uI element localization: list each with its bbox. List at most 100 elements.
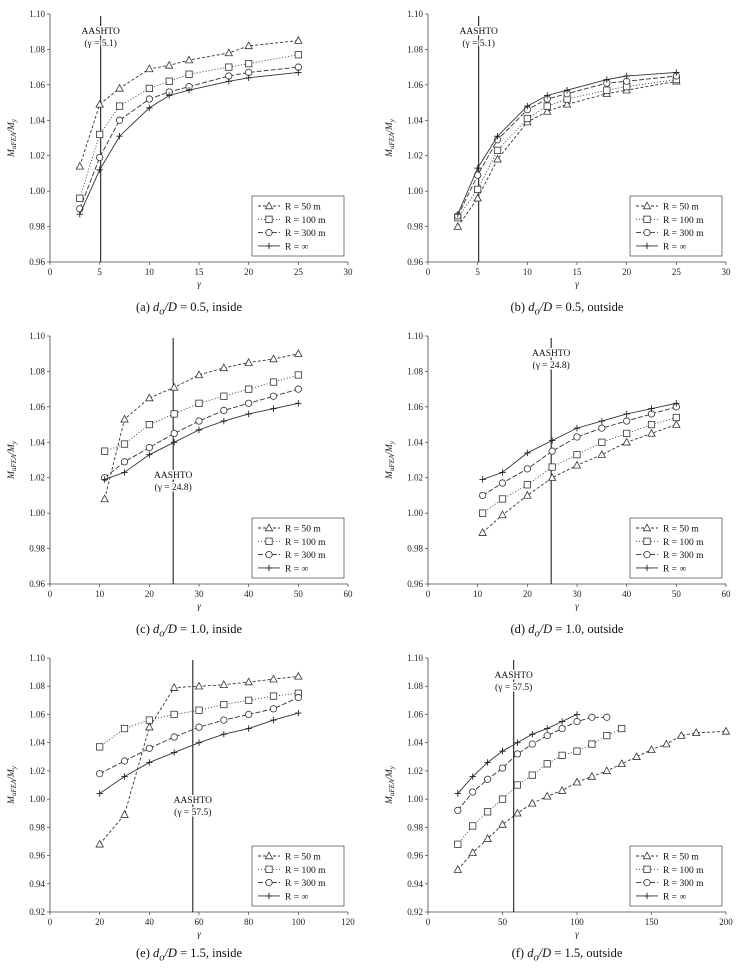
chart-d-point-r100 [672,413,680,422]
chart-e-legend-label-r50: R = 50 m [285,853,321,863]
chart-a-legend: R = 50 m R = 100 m R = 300 m R = ∞ [251,195,345,257]
chart-f-point-r300 [484,775,492,783]
chart-b-xtick-label: 15 [573,267,583,277]
chart-c-svg: 0.96 0.98 1.00 1.02 1.04 1.06 1.08 1.10 0 10 20 30 4… [7,331,353,612]
chart-f-ytick-label: 1.06 [407,709,423,719]
chart-b-ytick-label: 1.02 [407,151,423,161]
chart-b-point-rinf [474,164,481,172]
chart-f-legend-label-r50: R = 50 m [663,853,699,863]
chart-b-legend-marker-r100 [643,215,651,223]
chart-c-point-r50 [120,414,129,423]
chart-c-aashto-value: (γ = 24.8) [155,482,192,493]
chart-f-point-r300 [543,732,551,740]
chart-b-point-rinf [524,102,531,110]
chart-e-point-r100 [120,724,129,733]
chart-a-point-r100 [185,70,193,78]
chart-f-point-rinf [484,759,491,766]
chart-e-plot: 0.92 0.94 0.96 0.98 1.00 1.02 1.04 1.06 1.08 1.10… [7,653,355,940]
chart-d-point-r300 [548,447,556,455]
chart-d-point-r300 [498,479,507,487]
chart-d-xtick-label: 50 [672,589,682,599]
chart-e-xtick-label: 60 [195,917,205,927]
chart-d-ylabel: MuFEA/My [385,440,396,480]
chart-a-ylabel: MuFEA/My [7,118,18,158]
chart-e-legend-label-rinf: R = ∞ [285,892,308,902]
chart-c-xtick-label: 50 [294,589,304,599]
chart-d-point-r50 [672,419,681,428]
chart-d-point-r50 [523,490,532,499]
chart-a-ytick-label: 1.00 [29,186,45,196]
chart-a-svg: 0.96 0.98 1.00 1.02 1.04 1.06 1.08 1.10 0 5 10 15 20… [7,9,353,290]
chart-b-xlabel: γ [575,280,579,290]
chart-f-xtick-label: 0 [426,917,431,927]
chart-panel-d: 0.96 0.98 1.00 1.02 1.04 1.06 1.08 1.10 0 10 20 30 4… [378,322,756,644]
chart-panel-e: 0.92 0.94 0.96 0.98 1.00 1.02 1.04 1.06 1.08 1.10… [0,644,378,970]
chart-a-xtick-label: 0 [48,267,53,277]
chart-f-svg: 0.92 0.94 0.96 0.98 1.00 1.02 1.04 1.06 1.08 1.10… [385,653,733,940]
chart-e-series-r100 [96,689,302,751]
chart-a-point-r100 [76,194,84,202]
chart-a-point-r50 [224,48,234,57]
chart-a-point-r50 [164,60,174,69]
chart-e-point-r50 [269,674,278,683]
chart-f-point-rinf [544,725,551,732]
chart-b-svg: 0.96 0.98 1.00 1.02 1.04 1.06 1.08 1.10 0 5 10 15 20… [385,9,731,290]
chart-c-line-rinf [104,402,299,480]
chart-b-aashto-value: (γ = 5.1) [462,38,495,49]
chart-a-legend-marker-r300 [265,229,273,237]
chart-e-point-rinf [96,790,103,797]
chart-e-ytick-label: 1.00 [29,794,45,804]
chart-d-ytick-label: 1.04 [407,437,423,447]
chart-d-ytick-label: 1.10 [407,331,423,341]
chart-b-ytick-label: 0.96 [407,257,423,267]
chart-f-point-r100 [528,771,536,779]
chart-d-point-r50 [478,527,487,536]
chart-c-xlabel: γ [197,602,201,612]
chart-e-ytick-label: 1.04 [29,738,45,748]
chart-e-point-r50 [120,809,129,818]
chart-a-xtick-label: 5 [97,267,102,277]
chart-c-point-r50 [194,370,204,379]
chart-c-legend-marker-rinf [265,564,273,572]
chart-d-point-r100 [573,451,581,459]
chart-b-xtick-label: 5 [475,267,480,277]
chart-a-legend-label-rinf: R = ∞ [285,242,308,252]
chart-d-point-r300 [479,491,487,500]
chart-a-ytick-label: 1.08 [29,44,45,54]
chart-a-ytick-label: 0.96 [29,257,45,267]
chart-e-point-r50 [219,680,229,689]
chart-f-point-r300 [603,713,611,721]
chart-e-ytick-label: 0.98 [29,822,45,832]
chart-c-point-rinf [121,469,128,476]
chart-e-legend-marker-r100 [265,865,273,873]
chart-e-point-r100 [245,696,253,704]
chart-d-aashto-value: (γ = 24.8) [533,360,570,371]
chart-e-legend: R = 50 m R = 100 m R = 300 m R = ∞ [251,845,345,907]
chart-a-aashto-label: AASHTO [81,27,119,37]
chart-d-xtick-label: 10 [473,589,483,599]
chart-c-legend-label-rinf: R = ∞ [285,564,308,574]
chart-a-point-r100 [245,60,253,68]
chart-e-point-r100 [195,706,203,714]
chart-c-point-r100 [269,378,278,386]
chart-d-series-rinf [479,400,680,483]
chart-f-legend: R = 50 m R = 100 m R = 300 m R = ∞ [629,845,723,907]
chart-d-point-r100 [548,463,556,471]
chart-d-svg: 0.96 0.98 1.00 1.02 1.04 1.06 1.08 1.10 0 10 20 30 4… [385,331,731,612]
chart-d-ytick-label: 1.02 [407,473,423,483]
chart-d-xtick-label: 40 [622,589,632,599]
chart-e-point-r50 [244,677,253,686]
chart-f-point-r300 [588,713,596,721]
chart-d-point-r100 [523,481,531,489]
chart-b-legend: R = 50 m R = 100 m R = 300 m R = ∞ [629,195,723,257]
chart-f-point-r300 [558,724,566,733]
chart-a-point-r300 [145,95,153,103]
chart-f-point-r100 [588,740,596,748]
chart-b-ytick-label: 1.00 [407,186,423,196]
chart-e-xtick-label: 0 [48,917,53,927]
chart-f-point-r300 [528,740,536,748]
chart-d-xtick-label: 0 [426,589,431,599]
chart-c-point-r50 [269,354,278,363]
chart-c-point-rinf [170,439,178,446]
chart-e-point-r100 [220,700,228,709]
